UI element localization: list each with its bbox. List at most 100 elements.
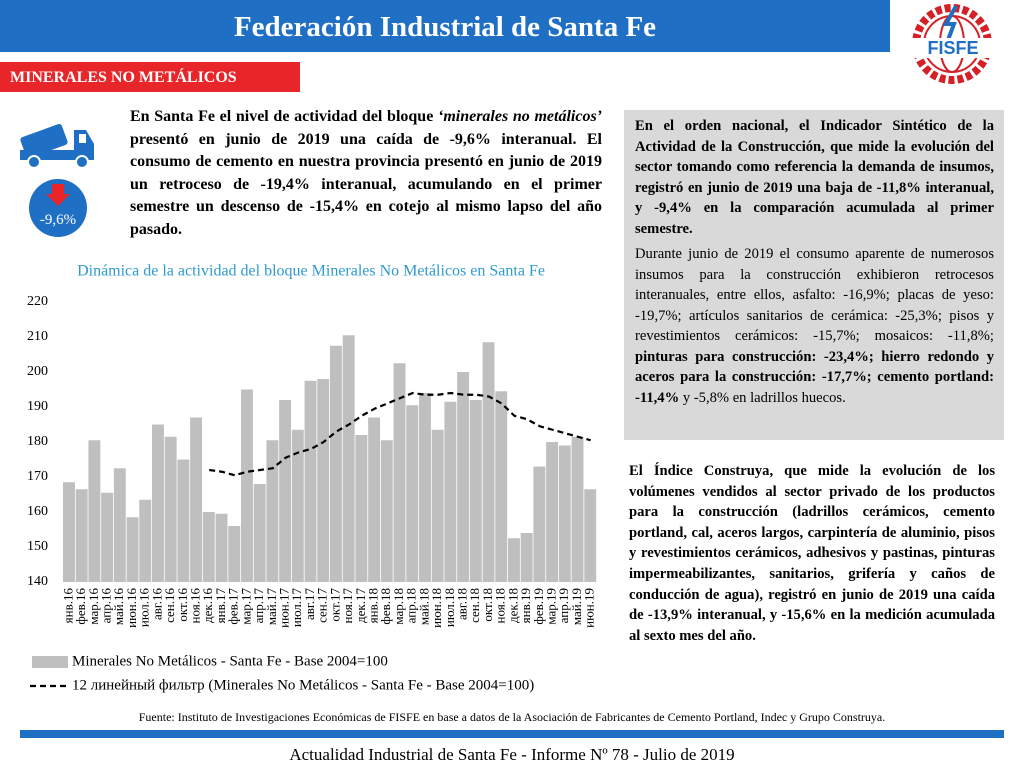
x-tick-label: окт.17 — [327, 588, 342, 622]
bar — [393, 363, 406, 582]
info-box: En el orden nacional, el Indicador Sinté… — [624, 110, 1004, 440]
bar — [558, 445, 571, 582]
bar — [469, 400, 482, 582]
x-tick-label: апр.16 — [98, 588, 113, 624]
x-tick-label: янв.19 — [518, 588, 533, 623]
x-tick-label: май.19 — [569, 588, 584, 625]
bar — [533, 466, 546, 582]
bar — [495, 391, 508, 582]
x-tick-label: авг.16 — [149, 588, 164, 621]
y-tick-label: 220 — [27, 294, 48, 309]
x-tick-label: мар.16 — [86, 588, 101, 625]
x-tick-label: янв.18 — [365, 588, 380, 623]
box-bold: pinturas para construcción: -23,4%; hier… — [635, 348, 994, 406]
chart: Dinámica de la actividad del bloque Mine… — [27, 263, 597, 694]
moving-average-line — [209, 391, 591, 477]
x-tick-label: май.18 — [416, 588, 431, 625]
x-tick-label: мар.19 — [543, 588, 558, 625]
box-text: Durante junio de 2019 el consumo aparent… — [635, 246, 994, 344]
footer: Actualidad Industrial de Santa Fe - Info… — [289, 745, 735, 764]
bar — [152, 424, 164, 582]
x-tick-label: сен.17 — [315, 588, 330, 623]
x-tick-label: дек.16 — [200, 588, 215, 623]
intro-italic: ‘minerales no metálicos’ — [437, 108, 603, 125]
x-tick-label: фев.18 — [378, 588, 393, 625]
box-text: y -5,8% en ladrillos huecos. — [679, 389, 846, 406]
bar — [406, 405, 419, 582]
x-tick-label: сен.18 — [467, 588, 482, 623]
bar — [520, 533, 533, 582]
y-tick-label: 190 — [27, 399, 48, 414]
logo-text: FISFE — [927, 38, 978, 58]
bar — [546, 442, 559, 582]
bar — [253, 484, 266, 582]
bar — [419, 393, 431, 582]
bar — [508, 538, 520, 582]
y-tick-label: 170 — [27, 469, 48, 484]
section-label: MINERALES NO METÁLICOS — [0, 62, 300, 92]
x-tick-label: ноя.17 — [340, 588, 355, 624]
bar — [190, 417, 203, 582]
x-tick-label: июл.18 — [442, 588, 457, 627]
source: Fuente: Instituto de Investigaciones Eco… — [138, 710, 886, 724]
bar — [317, 379, 330, 582]
bar — [126, 517, 139, 582]
bar — [291, 429, 304, 582]
box-paragraph: Durante junio de 2019 el consumo aparent… — [635, 244, 994, 408]
bar — [266, 440, 279, 582]
x-tick-label: окт.16 — [175, 588, 190, 622]
bar — [431, 429, 444, 582]
bar — [279, 400, 292, 582]
y-tick-label: 200 — [27, 364, 48, 379]
bar — [571, 436, 584, 582]
legend-swatch — [32, 656, 68, 668]
bar — [482, 342, 495, 582]
x-tick-label: апр.19 — [556, 588, 571, 623]
bar — [215, 513, 228, 582]
header-title: Federación Industrial de Santa Fe — [0, 0, 890, 52]
bar — [342, 335, 355, 582]
y-tick-label: 160 — [27, 504, 48, 519]
x-tick-label: сен.16 — [162, 588, 177, 623]
bar — [380, 440, 393, 582]
x-tick-label: май.17 — [264, 588, 279, 626]
bar — [88, 440, 101, 582]
x-tick-label: дек.18 — [505, 588, 520, 623]
x-tick-label: янв.16 — [60, 588, 75, 624]
x-tick-label: мар.17 — [238, 588, 253, 625]
x-tick-label: фев.17 — [226, 588, 241, 625]
bar — [304, 380, 317, 582]
bar — [330, 345, 342, 582]
x-tick-label: июл.16 — [137, 588, 152, 628]
x-tick-label: фев.16 — [73, 588, 88, 625]
divider — [20, 730, 1004, 738]
y-tick-label: 180 — [27, 434, 48, 449]
bar — [241, 389, 253, 582]
x-tick-label: июн.17 — [276, 588, 291, 628]
x-tick-label: июн.18 — [429, 588, 444, 628]
x-tick-label: окт.18 — [480, 588, 495, 622]
bar — [177, 459, 190, 582]
x-tick-label: ноя.16 — [187, 588, 202, 624]
construya-text: El Índice Construya, que mide la evoluci… — [629, 463, 995, 644]
bar — [457, 372, 470, 582]
x-tick-label: ноя.18 — [493, 588, 508, 623]
x-tick-label: июн.16 — [124, 588, 139, 628]
x-tick-label: янв.17 — [213, 588, 228, 624]
badge: -9,6% — [40, 212, 76, 228]
bar — [139, 499, 152, 582]
x-tick-label: дек.17 — [353, 588, 368, 623]
bar — [75, 489, 88, 582]
x-tick-label: мар.18 — [391, 588, 406, 625]
intro-text: En Santa Fe el nivel de actividad del bl… — [130, 108, 438, 125]
y-tick-label: 210 — [27, 329, 48, 344]
chart-title: Dinámica de la actividad del bloque Mine… — [77, 263, 545, 280]
bar — [368, 417, 381, 582]
logo: FISFE — [910, 4, 996, 84]
x-tick-label: апр.18 — [404, 588, 419, 623]
bar — [113, 468, 126, 582]
bar — [164, 436, 177, 582]
y-tick-label: 150 — [27, 539, 48, 554]
intro-text: presentó en junio de 2019 una caída de -… — [130, 130, 602, 238]
